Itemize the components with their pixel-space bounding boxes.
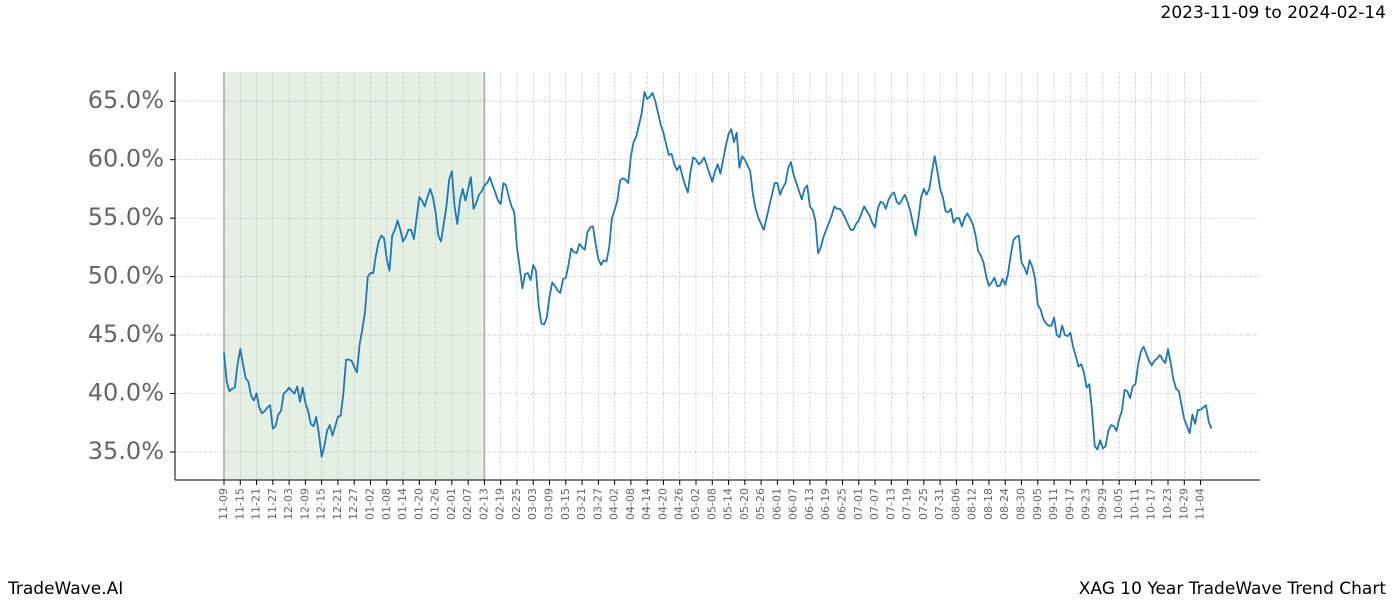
x-tick-label: 08-18 — [982, 488, 995, 520]
data-line — [223, 90, 1213, 458]
x-tick-label: 12-03 — [282, 488, 295, 520]
x-tick-label: 08-30 — [1015, 488, 1028, 520]
brand: TradeWave.AI — [7, 579, 123, 599]
x-tick-label: 07-31 — [933, 488, 946, 520]
x-tick-label: 02-01 — [445, 488, 458, 520]
x-tick-label: 04-26 — [673, 488, 686, 520]
x-tick-label: 06-25 — [835, 488, 848, 520]
x-tick-label: 11-04 — [1194, 488, 1207, 520]
x-tick-label: 07-13 — [884, 488, 897, 520]
x-tick-label: 11-15 — [233, 488, 246, 520]
x-tick-label: 10-29 — [1177, 488, 1190, 520]
x-tick-label: 06-07 — [787, 488, 800, 520]
x-tick-label: 09-23 — [1080, 488, 1093, 520]
x-tick-label: 08-24 — [998, 488, 1011, 520]
x-tick-label: 01-14 — [396, 488, 409, 520]
x-tick-label: 06-01 — [770, 488, 783, 520]
x-tick-label: 05-20 — [738, 488, 751, 520]
x-tick-label: 10-17 — [1145, 488, 1158, 520]
caption: XAG 10 Year TradeWave Trend Chart — [1079, 579, 1387, 599]
x-tick-label: 05-08 — [705, 488, 718, 520]
plot-background — [175, 72, 1260, 480]
x-tick-label: 11-21 — [250, 488, 263, 520]
x-tick-label: 12-21 — [331, 488, 344, 520]
x-tick-label: 03-21 — [575, 488, 588, 520]
x-tick-label: 11-09 — [217, 488, 230, 520]
x-tick-label: 03-15 — [559, 488, 572, 520]
x-tick-label: 05-14 — [722, 488, 735, 520]
x-tick-label: 01-26 — [429, 488, 442, 520]
x-tick-label: 02-25 — [510, 488, 523, 520]
x-tick-label: 04-02 — [608, 488, 621, 520]
chart-title: 2023-11-09 to 2024-02-14 — [1161, 3, 1386, 23]
x-tick-label: 07-07 — [868, 488, 881, 520]
y-tick-label: 45.0% — [88, 320, 164, 348]
x-tick-label: 01-08 — [380, 488, 393, 520]
x-tick-label: 02-07 — [461, 488, 474, 520]
y-tick-label: 50.0% — [88, 262, 164, 290]
x-tick-label: 10-23 — [1161, 488, 1174, 520]
y-tick-label: 40.0% — [88, 378, 164, 406]
y-tick-label: 65.0% — [88, 86, 164, 114]
x-tick-label: 12-27 — [347, 488, 360, 520]
x-tick-label: 05-26 — [754, 488, 767, 520]
x-tick-label: 04-08 — [624, 488, 637, 520]
x-tick-label: 06-19 — [819, 488, 832, 520]
x-tick-label: 12-15 — [315, 488, 328, 520]
x-tick-label: 09-29 — [1096, 488, 1109, 520]
x-tick-label: 07-25 — [917, 488, 930, 520]
x-tick-label: 04-14 — [640, 488, 653, 520]
x-tick-label: 09-05 — [1031, 488, 1044, 520]
x-tick-label: 01-20 — [412, 488, 425, 520]
x-tick-label: 09-11 — [1047, 488, 1060, 520]
x-tick-label: 10-05 — [1112, 488, 1125, 520]
x-tick-label: 03-09 — [543, 488, 556, 520]
x-tick-label: 07-19 — [901, 488, 914, 520]
x-tick-label: 03-03 — [526, 488, 539, 520]
x-tick-label: 12-09 — [298, 488, 311, 520]
y-tick-label: 35.0% — [88, 437, 164, 465]
x-tick-label: 06-13 — [803, 488, 816, 520]
x-tick-label: 04-20 — [656, 488, 669, 520]
highlight-band — [224, 72, 485, 480]
x-tick-label: 02-19 — [494, 488, 507, 520]
x-tick-label: 10-11 — [1128, 488, 1141, 520]
x-tick-label: 08-06 — [949, 488, 962, 520]
x-tick-label: 07-01 — [852, 488, 865, 520]
x-tick-label: 03-27 — [591, 488, 604, 520]
y-tick-label: 55.0% — [88, 203, 164, 231]
y-tick-label: 60.0% — [88, 145, 164, 173]
x-tick-label: 09-17 — [1063, 488, 1076, 520]
x-tick-label: 08-12 — [966, 488, 979, 520]
x-tick-label: 01-02 — [363, 488, 376, 520]
x-tick-label: 02-13 — [477, 488, 490, 520]
x-tick-label: 11-27 — [266, 488, 279, 520]
x-tick-label: 05-02 — [689, 488, 702, 520]
